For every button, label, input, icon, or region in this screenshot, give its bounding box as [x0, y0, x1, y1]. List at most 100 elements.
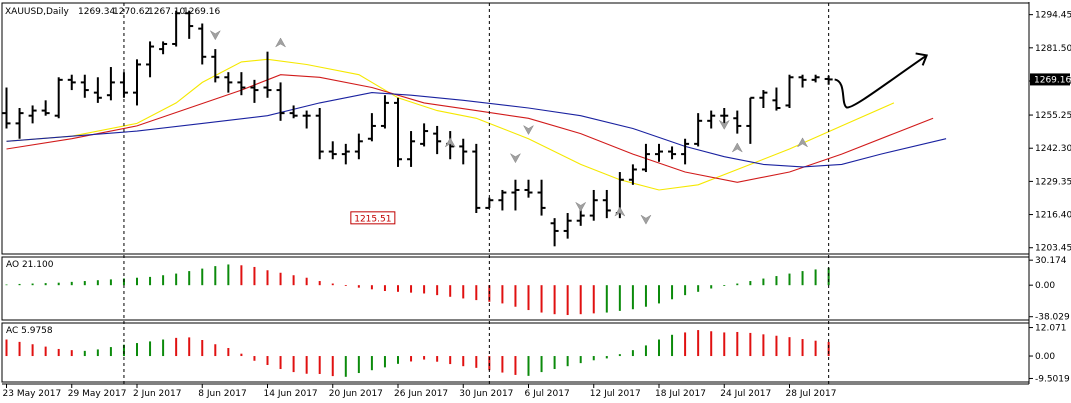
- ohlc-bar: [420, 123, 429, 147]
- ohlc-bar: [811, 74, 820, 83]
- ohlc-bar: [746, 96, 755, 144]
- date-tick-label: 14 Jun 2017: [264, 389, 318, 399]
- ohlc-bar: [211, 49, 220, 83]
- ac-tick-label: 12.071: [1035, 324, 1067, 334]
- ohlc-low: 1267.10: [148, 7, 185, 17]
- low-price-label-box: [350, 211, 396, 225]
- ohlc-bar: [602, 189, 611, 219]
- fractal-down-arrow-3: [718, 119, 730, 130]
- ohlc-bar: [733, 110, 742, 134]
- fractal-down-arrow-1: [522, 124, 535, 136]
- ohlc-bar: [354, 133, 363, 160]
- ohlc-bar: [668, 146, 677, 160]
- ac-tick-label: 0.00: [1035, 352, 1055, 362]
- ohlc-bar: [498, 189, 507, 211]
- ohlc-bar: [289, 105, 298, 119]
- ohlc-bar: [537, 179, 546, 216]
- ohlc-bar: [681, 138, 690, 165]
- fractal-up-arrow-0: [274, 37, 287, 48]
- ohlc-bar: [563, 213, 572, 239]
- ohlc-bar: [785, 74, 794, 109]
- ao-tick-label: -38.029: [1035, 313, 1070, 323]
- date-tick-label: 28 Jul 2017: [786, 389, 837, 399]
- fractal-up-arrow-4: [731, 142, 743, 153]
- ohlc-bar: [694, 113, 703, 147]
- ohlc-bar: [315, 108, 324, 160]
- ohlc-bar: [302, 110, 311, 129]
- price-tick-label: 1294.45: [1035, 11, 1071, 21]
- fractal-up-arrow-3: [444, 137, 456, 148]
- forecast-arrow: [834, 54, 928, 109]
- symbol-label: XAUUSD,Daily: [5, 7, 69, 17]
- current-price-box: [1030, 73, 1070, 86]
- ohlc-bar: [159, 41, 168, 55]
- date-tick-label: 29 May 2017: [68, 389, 127, 399]
- ohlc-bar: [367, 113, 376, 142]
- ohlc-bar: [628, 164, 637, 185]
- price-tick-label: 1255.25: [1035, 111, 1071, 121]
- ohlc-bar: [106, 67, 115, 101]
- low-price-label: 1215.51: [354, 214, 391, 224]
- fractal-down-arrow-0: [209, 30, 221, 41]
- ohlc-bar: [772, 87, 781, 111]
- ohlc-bar: [185, 10, 194, 39]
- ohlc-bar: [720, 108, 729, 124]
- ohlc-bar: [276, 82, 285, 121]
- date-tick-label: 20 Jun 2017: [329, 389, 383, 399]
- ohlc-bar: [433, 125, 442, 155]
- ohlc-close: 1269.16: [183, 7, 220, 17]
- ac-tick-label: -9.5019: [1035, 374, 1070, 384]
- date-tick-label: 30 Jun 2017: [459, 389, 513, 399]
- fractal-down-arrow-4: [509, 152, 522, 164]
- ac-indicator-pane: 12.071 0.00 -9.5019: [5, 324, 1070, 384]
- ohlc-bar: [172, 10, 181, 47]
- ohlc-bar: [641, 143, 650, 173]
- ohlc-bar: [472, 143, 481, 214]
- ohlc-bar: [511, 179, 520, 211]
- ohlc-bar: [237, 72, 246, 96]
- ao-label: AO 21.100: [6, 260, 54, 270]
- ohlc-bar: [459, 138, 468, 165]
- ohlc-bar: [93, 77, 102, 103]
- ohlc-bar: [15, 108, 24, 139]
- price-tick-label: 1216.40: [1035, 211, 1071, 221]
- ohlc-bar: [80, 74, 89, 98]
- ao-tick-label: 30.174: [1035, 256, 1067, 266]
- current-price-label: 1269.16: [1034, 75, 1071, 85]
- ohlc-bar: [2, 87, 11, 129]
- price-tick-label: 1203.45: [1035, 244, 1071, 254]
- date-tick-label: 24 Jul 2017: [720, 389, 771, 399]
- ohlc-bar: [407, 131, 416, 167]
- ohlc-bar: [524, 179, 533, 198]
- date-tick-label: 26 Jun 2017: [394, 389, 448, 399]
- fractal-down-arrow-5: [575, 201, 587, 212]
- ohlc-bar: [133, 59, 141, 106]
- ohlc-bar: [341, 143, 350, 165]
- ohlc-bar: [707, 110, 716, 129]
- ohlc-bar: [54, 77, 63, 119]
- price-tick-label: 1242.30: [1035, 144, 1071, 154]
- moving-average-line-2: [6, 92, 947, 168]
- date-tick-label: 6 Jul 2017: [525, 389, 570, 399]
- ohlc-high: 1270.62: [113, 7, 150, 17]
- ohlc-bar: [798, 74, 807, 88]
- ohlc-bar: [250, 79, 259, 103]
- price-tick-label: 1229.35: [1035, 177, 1071, 187]
- ohlc-bar: [224, 72, 233, 93]
- date-tick-label: 2 Jun 2017: [133, 389, 181, 399]
- ohlc-bar: [589, 189, 598, 221]
- date-tick-label: 18 Jul 2017: [655, 389, 706, 399]
- pane-frames: [1, 2, 1030, 385]
- date-tick-label: 23 May 2017: [3, 389, 62, 399]
- fractal-up-arrow-1: [614, 206, 626, 217]
- ohlc-bar: [41, 100, 50, 116]
- ohlc-bar: [394, 97, 402, 167]
- price-tick-label: 1281.50: [1035, 44, 1071, 54]
- ohlc-bar: [67, 74, 76, 91]
- date-tick-label: 12 Jul 2017: [590, 389, 641, 399]
- ohlc-bar: [550, 218, 559, 247]
- ohlc-bar: [28, 105, 37, 124]
- ohlc-bar: [198, 23, 207, 65]
- ohlc-bar: [146, 41, 155, 78]
